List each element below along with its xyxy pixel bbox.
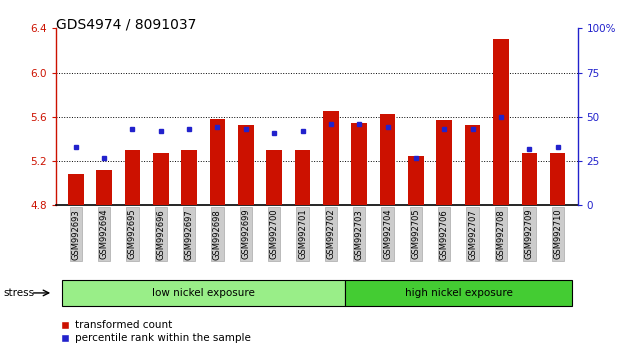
Text: GSM992704: GSM992704 bbox=[383, 209, 392, 259]
Text: GSM992709: GSM992709 bbox=[525, 209, 534, 259]
Bar bbox=[437, 120, 452, 205]
Bar bbox=[522, 153, 537, 205]
Text: GSM992693: GSM992693 bbox=[71, 209, 80, 259]
Text: GSM992695: GSM992695 bbox=[128, 209, 137, 259]
Text: GSM992710: GSM992710 bbox=[553, 209, 562, 259]
Bar bbox=[380, 114, 396, 205]
Bar bbox=[493, 39, 509, 205]
Bar bbox=[465, 125, 481, 205]
Text: GSM992699: GSM992699 bbox=[242, 209, 250, 259]
Bar bbox=[181, 150, 197, 205]
Bar bbox=[550, 153, 566, 205]
Text: GSM992694: GSM992694 bbox=[99, 209, 109, 259]
Text: GDS4974 / 8091037: GDS4974 / 8091037 bbox=[56, 18, 196, 32]
Bar bbox=[210, 119, 225, 205]
Text: low nickel exposure: low nickel exposure bbox=[152, 288, 255, 298]
Text: GSM992703: GSM992703 bbox=[355, 209, 364, 259]
Text: GSM992705: GSM992705 bbox=[412, 209, 420, 259]
Text: GSM992697: GSM992697 bbox=[184, 209, 194, 259]
Text: high nickel exposure: high nickel exposure bbox=[404, 288, 512, 298]
Bar bbox=[408, 155, 424, 205]
Text: GSM992702: GSM992702 bbox=[327, 209, 335, 259]
Bar bbox=[96, 170, 112, 205]
Bar bbox=[125, 150, 140, 205]
FancyBboxPatch shape bbox=[61, 280, 345, 306]
Bar bbox=[351, 124, 367, 205]
Text: GSM992696: GSM992696 bbox=[156, 209, 165, 259]
FancyBboxPatch shape bbox=[345, 280, 572, 306]
Text: GSM992708: GSM992708 bbox=[496, 209, 505, 259]
Bar bbox=[323, 111, 338, 205]
Text: GSM992701: GSM992701 bbox=[298, 209, 307, 259]
Text: GSM992700: GSM992700 bbox=[270, 209, 279, 259]
Text: GSM992707: GSM992707 bbox=[468, 209, 477, 259]
Text: GSM992706: GSM992706 bbox=[440, 209, 449, 259]
Bar bbox=[295, 150, 310, 205]
Bar bbox=[266, 150, 282, 205]
Bar bbox=[68, 174, 84, 205]
Text: GSM992698: GSM992698 bbox=[213, 209, 222, 259]
Text: stress: stress bbox=[3, 288, 34, 298]
Legend: transformed count, percentile rank within the sample: transformed count, percentile rank withi… bbox=[61, 320, 250, 343]
Bar bbox=[153, 153, 168, 205]
Bar bbox=[238, 125, 253, 205]
